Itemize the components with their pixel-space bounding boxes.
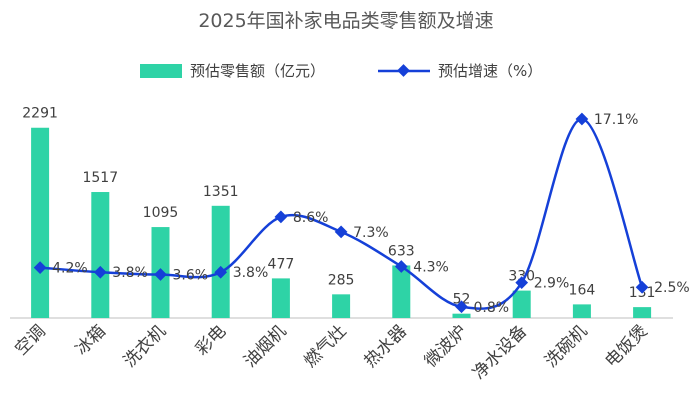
growth-label-空调: 4.2% [52,261,88,277]
marker-洗碗机 [575,112,589,126]
marker-燃气灶 [334,225,348,239]
growth-label-净水设备: 2.9% [534,276,570,292]
marker-冰箱 [93,265,107,279]
marker-洗衣机 [154,268,167,281]
legend-bar-swatch [140,64,182,78]
bar-净水设备 [512,290,531,318]
growth-label-洗碗机: 17.1% [594,112,638,128]
markers-group [33,112,649,314]
growth-label-冰箱: 3.8% [112,265,148,281]
growth-label-微波炉: 0.8% [474,300,510,316]
bar-油烟机 [271,278,290,318]
growth-label-燃气灶: 7.3% [353,225,389,241]
legend-line-label: 预估增速（%） [438,62,542,80]
marker-空调 [33,261,47,274]
legend-bar-label: 预估零售额（亿元） [190,62,325,80]
x-tick-洗衣机: 洗衣机 [120,321,170,371]
bar-labels-group: 229115171095135147728563352330164131 [22,106,655,308]
bar-label-空调: 2291 [22,106,58,122]
line-labels-group: 4.2% 3.8% 3.6% 3.8% 8.6% 7.3% 4.3% 0.8% 2.9% 17.1… [52,112,690,316]
growth-label-彩电: 3.8% [233,265,269,281]
x-tick-油烟机: 油烟机 [240,321,290,371]
bar-彩电 [211,205,230,318]
bar-label-热水器: 633 [388,243,415,259]
x-tick-微波炉: 微波炉 [421,321,471,371]
bar-洗碗机 [572,304,591,318]
x-tick-净水设备: 净水设备 [469,321,531,383]
bar-空调 [31,127,50,318]
x-tick-电饭煲: 电饭煲 [601,321,651,371]
bar-label-微波炉: 52 [453,292,471,308]
bar-label-彩电: 1351 [203,184,239,200]
bar-燃气灶 [332,294,351,318]
x-tick-彩电: 彩电 [192,321,230,359]
x-tick-热水器: 热水器 [361,321,411,371]
marker-油烟机 [274,210,288,224]
marker-微波炉 [455,300,468,314]
bar-label-冰箱: 1517 [82,170,118,186]
bar-冰箱 [91,192,110,318]
legend: 预估零售额（亿元） 预估增速（%） [140,62,542,80]
bar-label-洗衣机: 1095 [143,205,179,221]
bar-微波炉 [452,313,471,318]
growth-label-电饭煲: 2.5% [654,280,690,296]
bar-label-油烟机: 477 [268,256,295,272]
x-tick-燃气灶: 燃气灶 [300,321,350,371]
bar-热水器 [392,265,411,318]
x-tick-空调: 空调 [11,321,49,359]
legend-line-marker [397,64,410,77]
x-tick-洗碗机: 洗碗机 [541,321,591,371]
growth-label-洗衣机: 3.6% [173,268,209,284]
bar-label-燃气灶: 285 [328,272,355,288]
x-tick-冰箱: 冰箱 [72,321,110,359]
chart-title: 2025年国补家电品类零售额及增速 [198,10,493,32]
bar-电饭煲 [633,307,652,318]
marker-热水器 [394,260,408,273]
marker-彩电 [214,265,228,279]
bar-label-洗碗机: 164 [569,282,596,298]
growth-label-热水器: 4.3% [413,259,449,275]
growth-label-油烟机: 8.6% [293,210,329,226]
